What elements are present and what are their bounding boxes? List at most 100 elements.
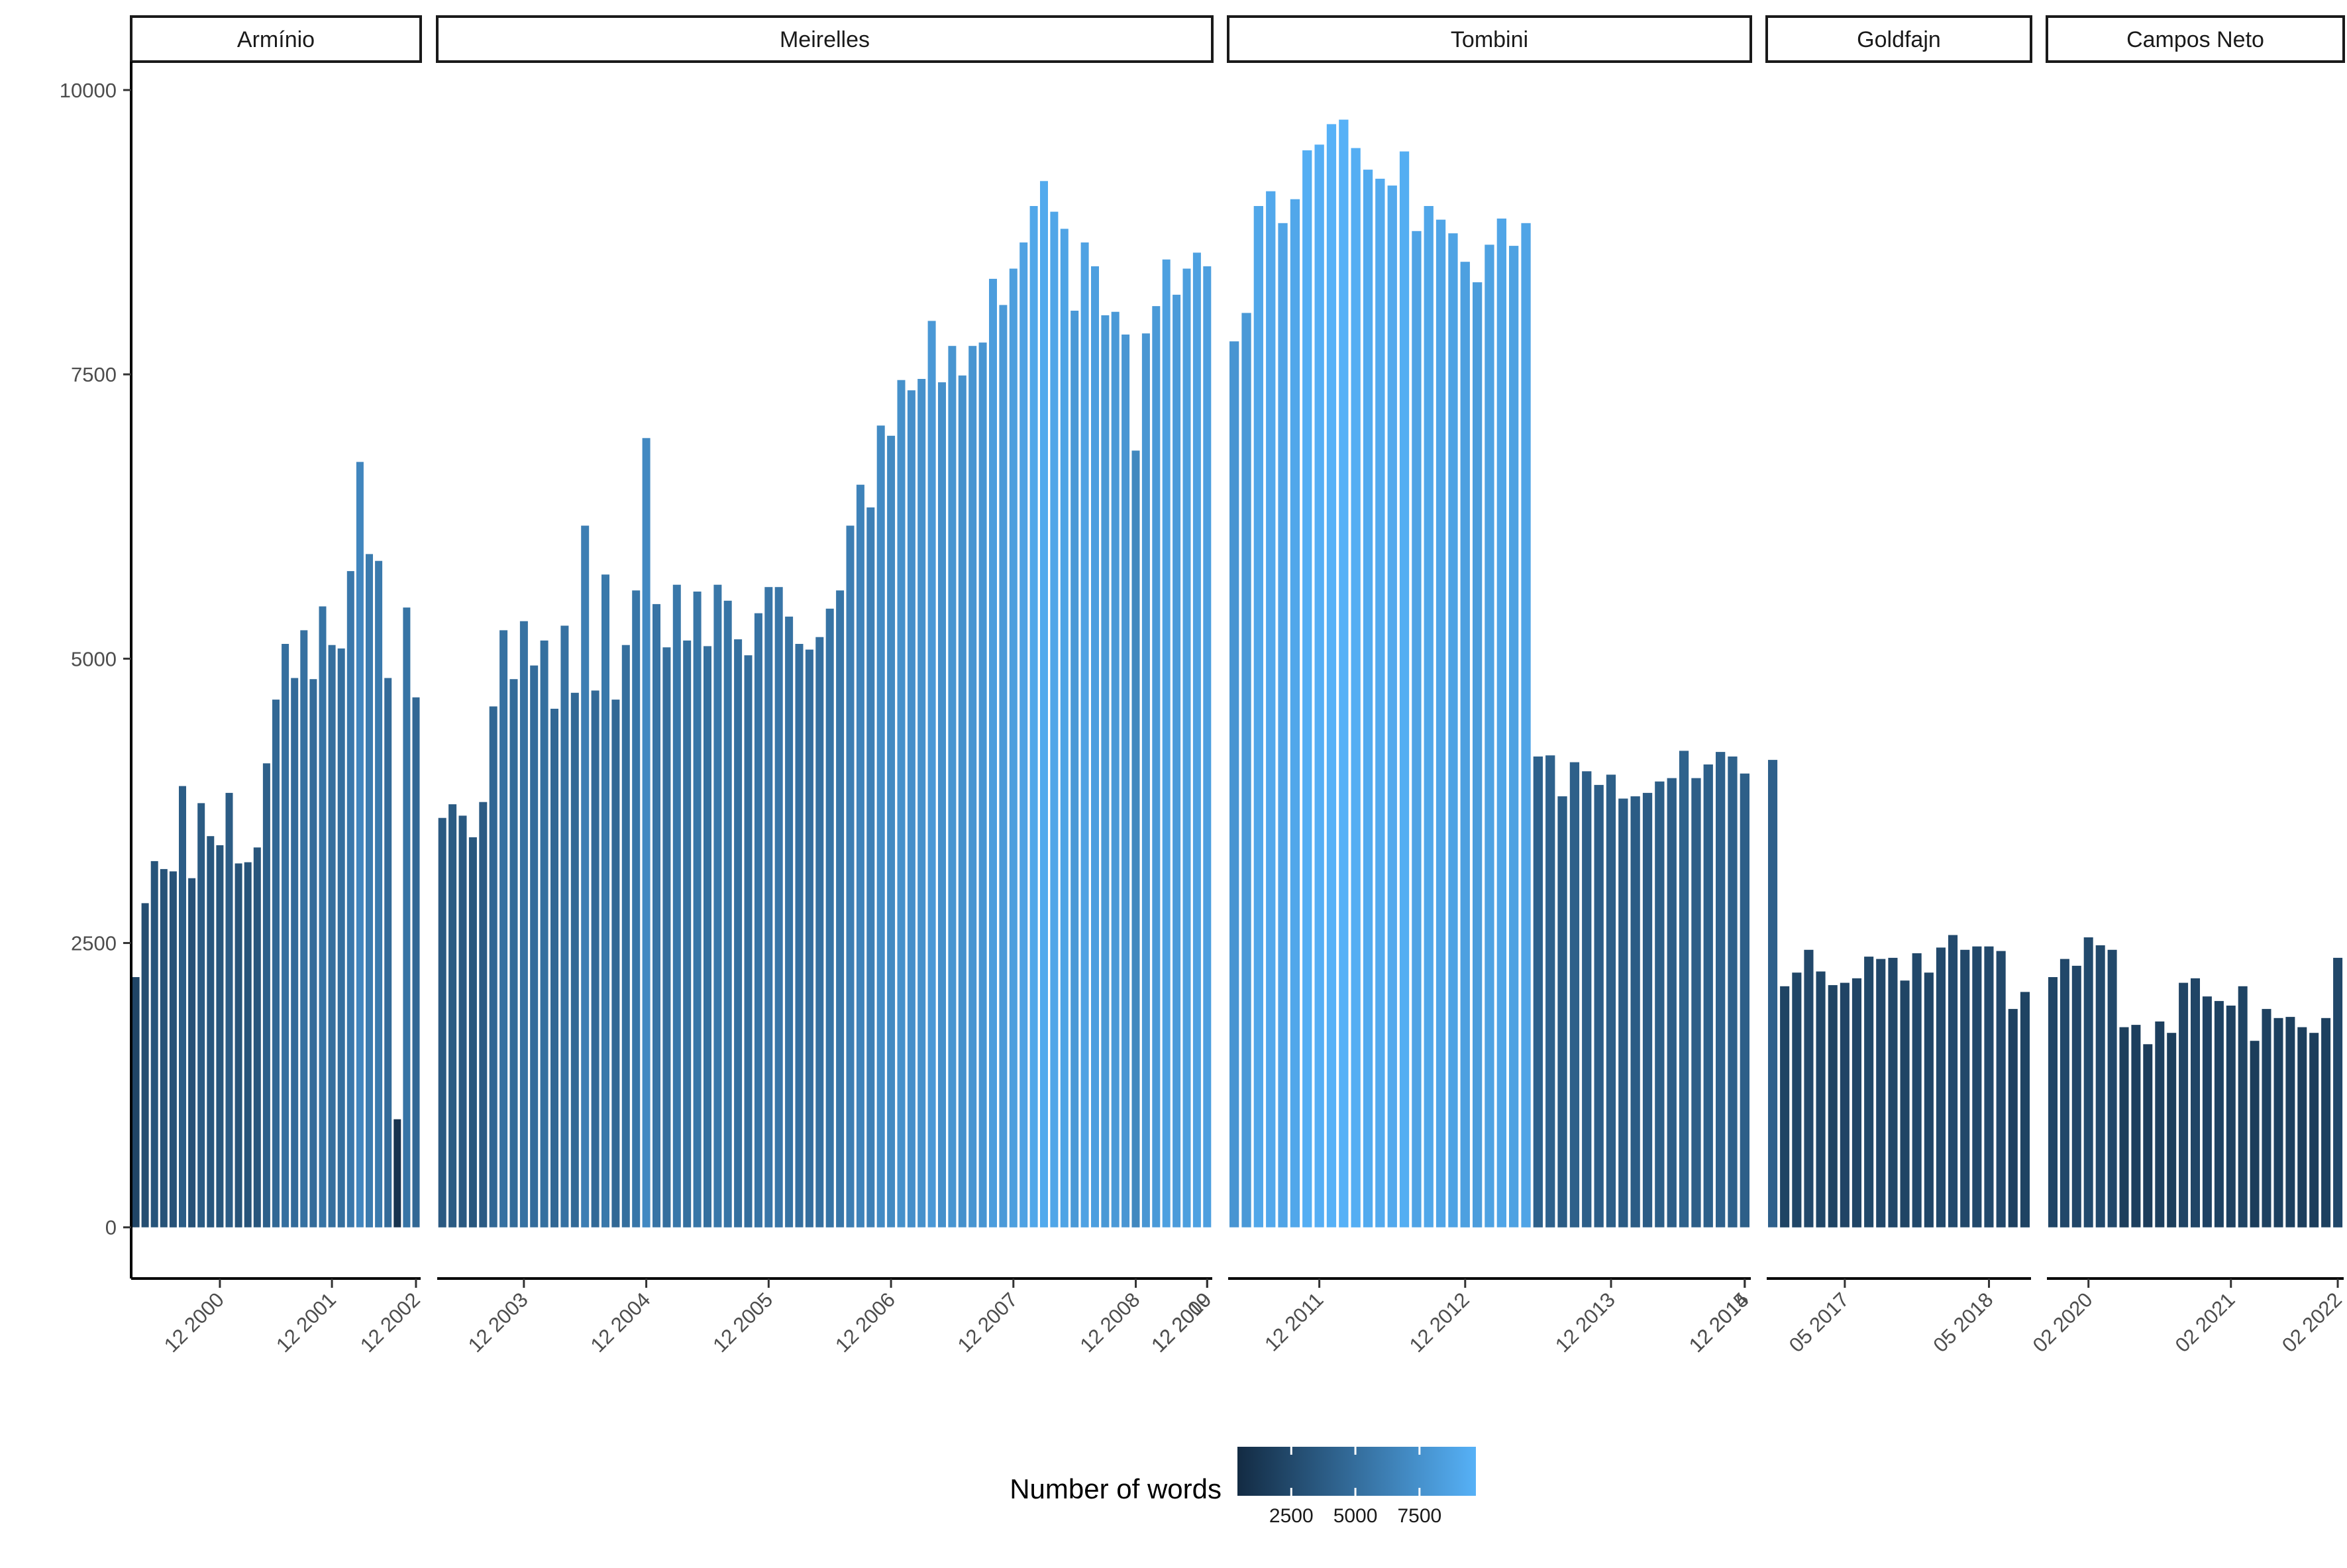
bar	[1780, 986, 1790, 1228]
bar	[978, 342, 987, 1228]
facet-strip	[130, 15, 422, 63]
x-tick-label: 05 2017	[1785, 1288, 1853, 1357]
y-tick-label: 5000	[71, 647, 117, 670]
bar	[132, 977, 140, 1228]
bar	[2226, 1006, 2236, 1228]
bar	[1630, 796, 1640, 1228]
bar	[1936, 947, 1946, 1228]
bar	[744, 655, 753, 1228]
bar	[1387, 185, 1397, 1228]
bar	[1740, 773, 1749, 1228]
facet-label: Armínio	[237, 27, 315, 52]
bar	[540, 640, 548, 1228]
bar	[1314, 144, 1324, 1228]
bar	[2060, 959, 2069, 1228]
bar	[1050, 211, 1059, 1228]
x-tick-label: 12 2004	[586, 1288, 655, 1357]
bar	[723, 600, 732, 1228]
facet-strip	[1227, 15, 1752, 63]
bar	[581, 525, 590, 1228]
bar	[1192, 252, 1201, 1228]
bar	[1351, 148, 1361, 1228]
bar	[1948, 935, 1958, 1228]
bar	[1569, 762, 1580, 1228]
bar	[2238, 986, 2248, 1228]
bar	[1399, 151, 1410, 1228]
bar	[160, 868, 168, 1228]
bar	[2179, 982, 2189, 1228]
bar	[319, 606, 327, 1228]
bar	[1448, 233, 1458, 1228]
bar	[1040, 181, 1048, 1228]
bar	[1606, 774, 1616, 1228]
bar	[1864, 957, 1874, 1228]
bar	[1460, 262, 1470, 1228]
bar	[632, 590, 641, 1228]
bar	[621, 645, 630, 1228]
bar	[216, 845, 224, 1228]
bar	[836, 590, 845, 1228]
bar	[2167, 1033, 2177, 1228]
legend-tick-label: 2500	[1269, 1505, 1314, 1527]
bar	[2071, 965, 2081, 1228]
bar	[1703, 764, 1713, 1228]
bar	[375, 560, 383, 1228]
bar	[2273, 1018, 2283, 1228]
bar	[479, 802, 488, 1228]
bar	[2321, 1018, 2331, 1228]
x-tick-label: 12 2005	[708, 1288, 777, 1357]
bar	[1424, 206, 1434, 1228]
facet-strip	[2046, 15, 2345, 63]
bar	[2119, 1027, 2129, 1228]
x-tick-label: 12 2003	[464, 1288, 533, 1357]
bars	[132, 462, 420, 1228]
bar	[225, 792, 233, 1228]
bar	[1545, 755, 1555, 1228]
bar	[662, 647, 671, 1228]
panels-layer: Armínio 12 2000 12 2001 12 2002 Meirelles 12 …	[130, 15, 2346, 1357]
bar	[2107, 949, 2117, 1228]
bar	[2202, 996, 2212, 1228]
bar	[601, 574, 609, 1228]
bar	[1326, 124, 1337, 1228]
bar	[141, 903, 149, 1228]
bar	[683, 640, 692, 1228]
bar	[1533, 757, 1543, 1228]
bar	[1521, 223, 1531, 1228]
bar	[764, 587, 773, 1228]
legend: Number of words 2500 5000 7500	[1010, 1447, 1476, 1527]
bar	[642, 438, 651, 1228]
bar	[346, 571, 354, 1228]
bar	[1984, 946, 1994, 1228]
bar	[1924, 972, 1934, 1228]
bar	[774, 587, 783, 1228]
x-tick-label: 12 2013	[1551, 1288, 1620, 1357]
bar	[1131, 450, 1140, 1228]
bar	[197, 803, 205, 1228]
bar	[188, 878, 196, 1228]
x-tick-label: 12 2008	[1076, 1288, 1145, 1357]
facet-label: Campos Neto	[2126, 27, 2264, 52]
bar	[2131, 1025, 2141, 1228]
x-tick-label: 02 2022	[2277, 1288, 2346, 1357]
bar	[179, 786, 186, 1228]
bar	[291, 678, 299, 1228]
bar	[489, 706, 497, 1228]
bar	[1203, 266, 1212, 1228]
bar	[1253, 206, 1263, 1228]
bar	[999, 305, 1008, 1228]
bar	[1876, 959, 1886, 1228]
bar	[2008, 1009, 2018, 1228]
y-tick-label: 0	[105, 1216, 117, 1239]
bar	[2083, 937, 2093, 1228]
bar	[927, 321, 936, 1228]
x-tick-label: 12 2010	[1147, 1288, 1216, 1357]
bar	[1029, 206, 1038, 1228]
bar	[1691, 778, 1701, 1228]
panel-4: Goldfajn 05 2017 05 2018	[1765, 15, 2032, 1357]
bar	[272, 700, 280, 1228]
x-tick-label: 12 2015	[1685, 1288, 1753, 1357]
bar	[1241, 313, 1251, 1228]
